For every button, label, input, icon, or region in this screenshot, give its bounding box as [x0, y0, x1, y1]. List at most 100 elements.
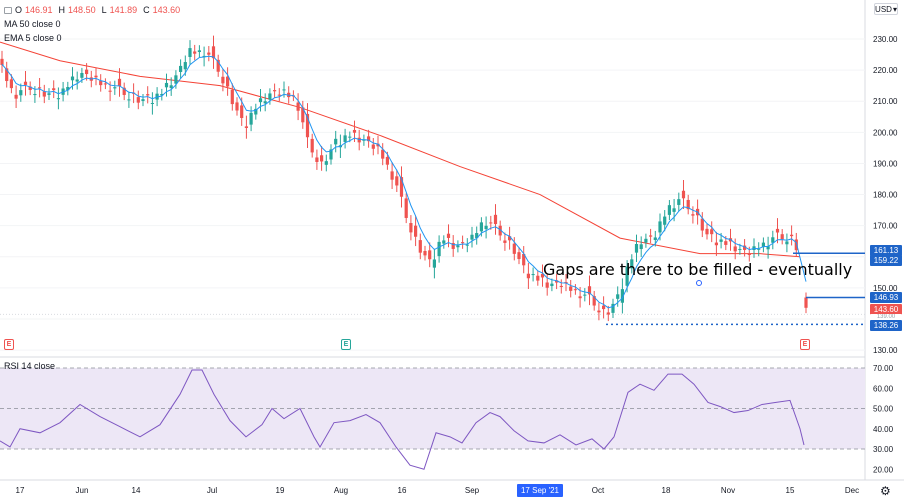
candle-body	[122, 87, 126, 95]
candle-body	[653, 237, 657, 240]
candle-body	[733, 246, 737, 252]
candle-body	[183, 62, 187, 70]
candle-body	[273, 90, 277, 92]
candle-body	[536, 275, 540, 281]
candle-body	[775, 228, 780, 233]
price-tick-label: 200.00	[873, 128, 898, 137]
candle-body	[700, 218, 704, 231]
candle-body	[357, 137, 361, 143]
candle-body	[451, 243, 455, 249]
time-tick-label: Nov	[721, 486, 735, 495]
candle-body	[42, 91, 46, 97]
candle-body	[432, 259, 436, 268]
gear-icon[interactable]: ⚙	[880, 484, 891, 498]
candle-body	[508, 236, 512, 241]
candle-body	[630, 259, 634, 269]
time-tick-label: 14	[132, 486, 141, 495]
candle-body	[540, 273, 545, 278]
candle-body	[66, 86, 70, 91]
candle-body	[616, 294, 620, 299]
time-tick-label: 18	[662, 486, 671, 495]
candle-body	[714, 242, 718, 246]
high-key: H	[58, 5, 66, 15]
open-value: 146.91	[25, 5, 53, 15]
price-tick-label: 220.00	[873, 66, 898, 75]
rsi-band	[0, 368, 865, 449]
candle-body	[108, 90, 112, 92]
ema-legend[interactable]: EMA 5 close 0	[4, 33, 62, 43]
close-key: C	[143, 5, 150, 15]
price-tick-label: 230.00	[873, 35, 898, 44]
candle-body	[249, 112, 253, 125]
candle-body	[649, 235, 653, 237]
candle-body	[724, 241, 728, 245]
candle-body	[587, 286, 592, 295]
candle-body	[522, 253, 526, 266]
low-value: 141.89	[109, 5, 138, 15]
time-tick-label: 16	[398, 486, 407, 495]
time-tick-label: Aug	[334, 486, 348, 495]
candle-body	[790, 234, 794, 237]
candle-body	[719, 239, 723, 242]
candle-body	[446, 233, 451, 238]
ema-5-line	[1, 55, 807, 309]
candle-body	[470, 234, 474, 240]
earnings-marker[interactable]: E	[4, 339, 14, 350]
annotation-text[interactable]: Gaps are there to be filled - eventually	[543, 260, 853, 279]
candle-body	[658, 221, 662, 233]
candle-body	[216, 59, 220, 72]
candle-body	[197, 50, 201, 53]
candle-body	[456, 245, 460, 248]
earnings-marker[interactable]: E	[800, 339, 810, 350]
candle-body	[235, 102, 239, 111]
rsi-tick-label: 30.00	[873, 445, 894, 454]
candle-body	[385, 156, 389, 165]
time-tick-label: 15	[786, 486, 795, 495]
candle-body	[479, 222, 483, 232]
currency-button[interactable]: USD ▾	[874, 3, 898, 15]
candle-body	[367, 136, 371, 142]
candle-body	[75, 79, 79, 82]
candle-body	[56, 98, 60, 100]
candle-body	[761, 242, 765, 248]
ma-50-line	[0, 41, 801, 258]
rsi-tick-label: 40.00	[873, 425, 894, 434]
candle-body	[70, 76, 75, 81]
candle-body	[545, 282, 549, 288]
candle-body	[207, 52, 211, 55]
candle-body	[583, 294, 587, 296]
candle-body	[296, 102, 300, 111]
candle-body	[174, 75, 178, 84]
candle-body	[19, 90, 23, 96]
candle-body	[611, 303, 615, 313]
candle-body	[329, 149, 333, 160]
candle-body	[23, 81, 28, 85]
candle-body	[503, 240, 507, 243]
candle-body	[437, 241, 441, 257]
ma-legend[interactable]: MA 50 close 0	[4, 19, 61, 29]
candle-body	[230, 89, 234, 105]
candle-body	[85, 69, 89, 75]
candle-body	[146, 94, 150, 96]
currency-label: USD	[875, 4, 892, 14]
rsi-legend[interactable]: RSI 14 close	[4, 361, 56, 371]
candle-body	[550, 283, 554, 287]
candle-body	[766, 246, 770, 250]
rsi-tick-label: 60.00	[873, 384, 894, 393]
candle-body	[785, 241, 789, 245]
price-tick-label: 150.00	[873, 284, 898, 293]
candle-body	[517, 252, 521, 260]
annotation-anchor[interactable]	[696, 280, 702, 286]
candle-body	[409, 223, 413, 233]
candle-body	[38, 87, 42, 89]
candle-body	[592, 296, 596, 306]
candle-body	[0, 58, 4, 65]
earnings-marker[interactable]: E	[341, 339, 351, 350]
time-tick-label: Jul	[207, 486, 217, 495]
candle-body	[498, 225, 502, 236]
candle-body	[602, 305, 606, 310]
candle-body	[390, 171, 394, 180]
symbol-visibility-icon[interactable]	[4, 6, 12, 14]
candle-body	[9, 79, 13, 89]
